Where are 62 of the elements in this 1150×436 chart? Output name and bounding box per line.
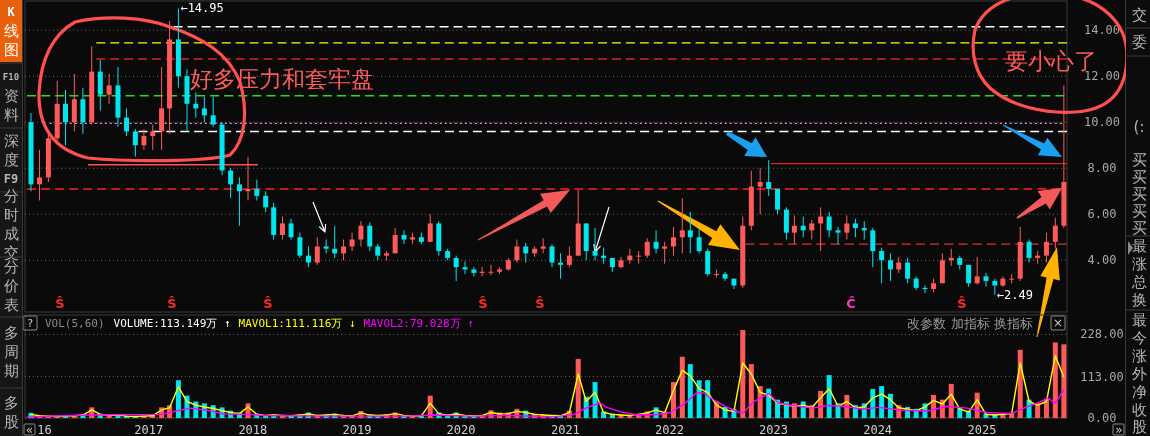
- text: 买: [1131, 185, 1147, 203]
- x-tick-label: 2021: [550, 423, 580, 436]
- note: ×: [1050, 315, 1066, 331]
- y-tick-label: 4.00: [1087, 253, 1117, 268]
- y-tick-label: 14.00: [1083, 23, 1121, 38]
- y-tick-label: 113.00: [1080, 369, 1124, 384]
- text: 交: [1131, 6, 1147, 24]
- note: Ŝ: [957, 295, 967, 311]
- text: 换: [1131, 291, 1147, 309]
- text: 涨: [1131, 255, 1147, 273]
- text: 最: [1131, 311, 1147, 329]
- note: 换指标: [993, 315, 1033, 331]
- text: 多周期: [3, 324, 19, 380]
- text: 买: [1131, 151, 1147, 169]
- annotation: ←2.49: [996, 287, 1033, 302]
- text: 最: [1131, 237, 1147, 255]
- note: VOLUME:113.149万 ↑: [113, 316, 231, 330]
- note: Ĉ: [846, 295, 856, 311]
- text: 总: [1130, 273, 1147, 291]
- note: »: [1112, 423, 1125, 436]
- text: 深度F9: [3, 132, 19, 186]
- y-tick-label: 8.00: [1087, 161, 1117, 176]
- x-tick-label: 2023: [759, 423, 789, 436]
- text: 买: [1131, 202, 1147, 220]
- text: (:: [1133, 118, 1145, 136]
- text: 买: [1131, 168, 1147, 186]
- text: F10资料: [2, 71, 20, 124]
- text: 收: [1131, 401, 1147, 419]
- x-tick-label: 2020: [446, 423, 476, 436]
- note: Ŝ: [478, 295, 488, 311]
- text: 涨: [1131, 347, 1147, 365]
- text: 委: [1131, 33, 1147, 51]
- note: Ŝ: [55, 295, 65, 311]
- annotation: ←14.95: [180, 1, 224, 16]
- text: 今: [1131, 329, 1147, 347]
- x-tick-label: 2024: [863, 423, 893, 436]
- text: 买: [1131, 219, 1147, 237]
- text: K线图: [3, 5, 19, 59]
- y-tick-label: 228.00: [1080, 327, 1124, 342]
- text: 股: [1131, 418, 1147, 436]
- note: «: [23, 423, 36, 436]
- text: 外: [1131, 365, 1147, 383]
- note: 加指标: [950, 315, 990, 331]
- legend: MAVOL1:111.116万 ↓ MAVOL2:79.028万 ↑: [238, 316, 474, 330]
- chart-title: VOL(5,60): [45, 316, 105, 330]
- note: ?: [22, 315, 38, 331]
- x-tick-label: 2018: [238, 423, 268, 436]
- x-tick-label: 16: [37, 423, 52, 436]
- text: 多股: [3, 394, 19, 431]
- x-tick-label: 2022: [655, 423, 684, 436]
- note: 改参数: [906, 315, 946, 331]
- x-tick-label: 2019: [342, 423, 372, 436]
- y-tick-label: 10.00: [1083, 115, 1121, 130]
- y-tick-label: 0.00: [1087, 411, 1117, 425]
- text: 净: [1131, 383, 1147, 401]
- note: Ŝ: [535, 295, 545, 311]
- x-tick-label: 2025: [967, 423, 997, 436]
- y-tick-label: 6.00: [1087, 207, 1117, 222]
- x-tick-label: 2017: [134, 423, 164, 436]
- annotation: ?: [26, 316, 34, 330]
- note: Ŝ: [167, 295, 177, 311]
- note: Ŝ: [263, 295, 273, 311]
